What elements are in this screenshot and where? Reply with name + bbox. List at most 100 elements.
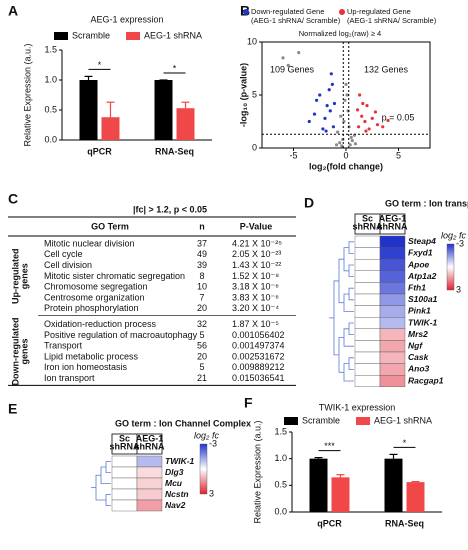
point — [375, 123, 380, 127]
point — [321, 127, 325, 131]
point — [325, 104, 329, 108]
bar — [101, 117, 120, 140]
legend-label: AEG-1 shRNA — [144, 30, 202, 40]
heat-cell — [136, 466, 163, 479]
legend-label: Scramble — [302, 415, 340, 425]
legend-note: (AEG-1 shRNA/ Scramble) — [347, 16, 437, 25]
heat-cell — [354, 351, 381, 364]
heat-cell — [379, 317, 406, 330]
point — [324, 129, 328, 133]
go-term: Protein phosphorylation — [44, 303, 139, 313]
gene-count: 39 — [197, 260, 207, 270]
row-label: Ano3 — [407, 364, 430, 374]
point — [318, 93, 322, 97]
gene-count: 20 — [197, 303, 207, 313]
go-term: Positive regulation of macroautophagy — [44, 330, 198, 340]
point — [364, 129, 368, 133]
colorbar-label: log₂ fc — [194, 430, 219, 440]
bar — [309, 458, 328, 512]
go-term: Mitotic nuclear division — [44, 238, 135, 248]
dendrogram — [348, 287, 354, 301]
column-label: AEG-1 — [136, 433, 164, 443]
chart-title: GO term : Ion transport — [385, 198, 468, 208]
table-column-header: n — [199, 221, 205, 231]
p-value: 0.015036541 — [232, 373, 285, 383]
row-label: Nav2 — [165, 500, 186, 510]
legend-swatch — [54, 32, 68, 40]
legend-swatch — [126, 32, 140, 40]
point — [336, 130, 340, 134]
heat-cell — [379, 247, 406, 260]
legend-note: (AEG-1 shRNA/ Scramble) — [251, 16, 341, 25]
significance-label: * — [173, 63, 177, 73]
x-tick-label: 5 — [396, 150, 401, 160]
gene-count: 21 — [197, 373, 207, 383]
go-term: Cell cycle — [44, 249, 83, 259]
colorbar-tick-label: 3 — [456, 284, 461, 294]
row-label: Cask — [408, 352, 430, 362]
y-tick-label: 5 — [252, 89, 257, 99]
heat-cell — [111, 499, 138, 512]
point — [381, 125, 385, 129]
heat-cell — [354, 282, 381, 295]
heat-cell — [136, 499, 163, 512]
point — [373, 110, 377, 114]
heat-cell — [354, 363, 381, 376]
point — [332, 101, 337, 106]
subtitle: Normalized log₂(raw) ≥ 4 — [299, 29, 381, 38]
gene-count: 8 — [199, 271, 204, 281]
heat-cell — [379, 270, 406, 283]
x-tick-label: 0 — [343, 150, 348, 160]
panel-label: D — [304, 195, 314, 211]
p-value: 2.05 X 10⁻²³ — [232, 249, 281, 259]
go-term: Chromosome segregation — [44, 282, 148, 292]
point — [315, 98, 319, 102]
heat-cell — [379, 293, 406, 306]
row-label: Apoe — [407, 259, 430, 269]
p-value: 0.002531672 — [232, 351, 285, 361]
heat-cell — [354, 305, 381, 318]
point — [330, 82, 334, 86]
row-label: Pink1 — [408, 306, 431, 316]
annotation: 132 Genes — [364, 64, 409, 74]
heat-cell — [111, 488, 138, 501]
heat-cell — [354, 375, 381, 388]
heat-cell — [136, 488, 163, 501]
heat-cell — [379, 259, 406, 272]
colorbar-label: log₂ fc — [441, 230, 466, 240]
point — [367, 127, 371, 131]
point — [338, 141, 342, 145]
column-label: shRNA — [134, 441, 165, 451]
point — [323, 116, 327, 120]
table-header: |fc| > 1.2, p < 0.05 — [133, 204, 207, 214]
p-value: 3.20 X 10⁻⁴ — [232, 303, 279, 313]
point — [328, 109, 332, 113]
gene-count: 7 — [199, 292, 204, 302]
y-tick-label: 1.0 — [274, 453, 287, 463]
row-label: Mrs2 — [408, 329, 428, 339]
point — [281, 56, 285, 60]
gene-count: 56 — [197, 341, 207, 351]
row-label: TWIK-1 — [165, 456, 195, 466]
heat-cell — [354, 259, 381, 272]
point — [365, 104, 369, 108]
p-value: 1.43 X 10⁻²² — [232, 260, 281, 270]
bar — [176, 108, 195, 140]
point — [312, 112, 317, 116]
dendrogram — [105, 494, 111, 506]
go-term: Transport — [44, 341, 83, 351]
heat-cell — [379, 305, 406, 318]
legend-dot — [339, 9, 345, 15]
point — [344, 82, 348, 86]
gene-count: 32 — [197, 319, 207, 329]
legend-swatch — [356, 417, 370, 425]
gene-count: 5 — [199, 330, 204, 340]
point — [343, 98, 347, 102]
y-tick-label: 0.0 — [274, 506, 287, 516]
row-label: Dlg3 — [165, 467, 184, 477]
column-label: AEG-1 — [379, 213, 407, 223]
p-value: 0.009889212 — [232, 362, 285, 372]
y-tick-label: 0 — [252, 142, 257, 152]
point — [345, 93, 349, 97]
